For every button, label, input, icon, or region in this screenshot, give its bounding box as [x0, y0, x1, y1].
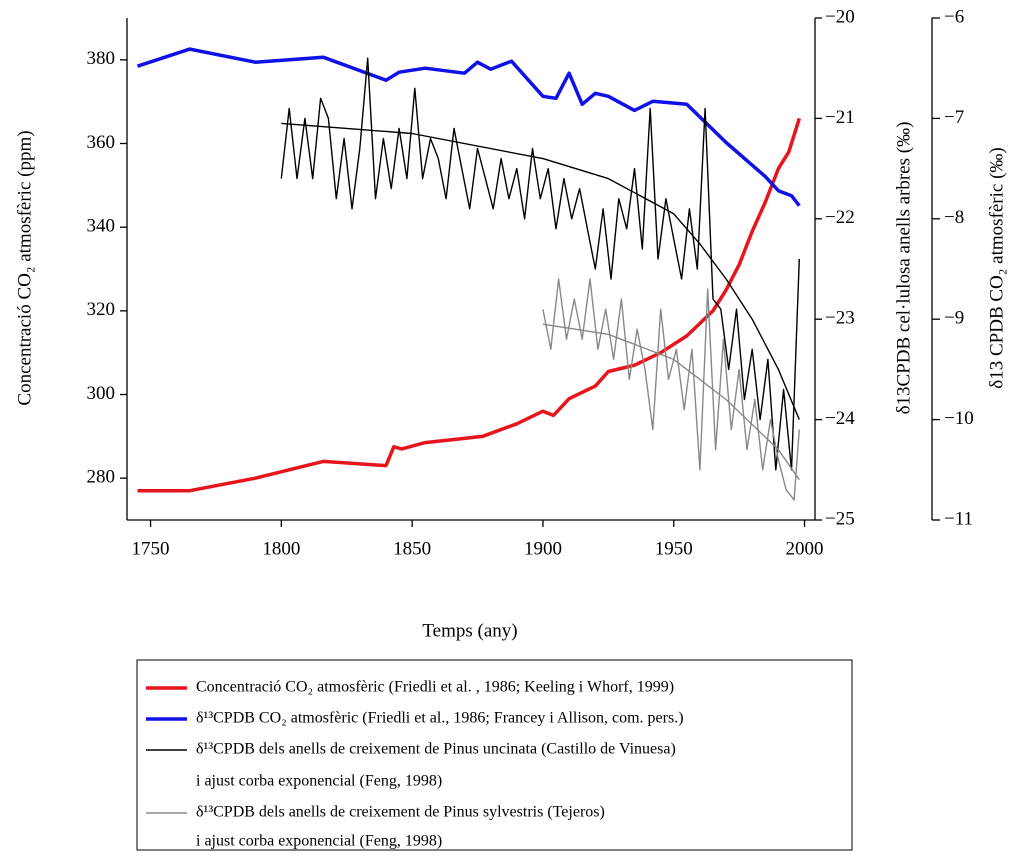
legend-label: δ¹³CPDB CO₂ atmosfèric (Friedli et al., …	[196, 710, 684, 727]
legend-label: δ¹³CPDB dels anells de creixement de Pin…	[196, 804, 605, 821]
series-line	[137, 117, 801, 493]
x-tick-label: 1900	[524, 538, 562, 559]
y2-tick-label: −20	[825, 6, 855, 27]
y-tick-label: 280	[87, 467, 116, 488]
y3-tick-label: −11	[944, 508, 973, 529]
y3-tick-label: −9	[944, 308, 964, 329]
y-tick-label: 380	[87, 48, 116, 69]
series-line	[280, 57, 800, 471]
x-tick-label: 1850	[393, 538, 431, 559]
x-tick-label: 1800	[262, 538, 300, 559]
legend-label: i ajust corba exponencial (Feng, 1998)	[196, 833, 442, 850]
y2-tick-label: −25	[825, 508, 855, 529]
x-tick-label: 1750	[132, 538, 170, 559]
y-tick-label: 360	[87, 132, 116, 153]
y-tick-label: 320	[87, 299, 116, 320]
series-line	[542, 323, 800, 481]
legend-label: i ajust corba exponencial (Feng, 1998)	[196, 773, 442, 790]
legend-label: δ¹³CPDB dels anells de creixement de Pin…	[196, 741, 676, 758]
y2-tick-label: −24	[825, 408, 855, 429]
legend-label: Concentració CO₂ atmosfèric (Friedli et …	[196, 679, 674, 696]
y3-tick-label: −8	[944, 207, 964, 228]
series-line	[281, 122, 800, 420]
y-tick-label: 300	[87, 383, 116, 404]
x-axis-title: Temps (any)	[422, 620, 517, 641]
series-line	[136, 47, 801, 207]
x-tick-label: 2000	[786, 538, 824, 559]
legend-box	[136, 659, 853, 851]
y2-tick-label: −22	[825, 207, 855, 228]
y3-tick-label: −10	[944, 408, 974, 429]
series-line	[542, 278, 800, 501]
y2-axis-title: δ13CPDB cel·lulosa anells arbres (‰)	[893, 122, 914, 415]
y3-tick-label: −7	[944, 107, 964, 128]
y3-tick-label: −6	[944, 6, 964, 27]
y2-tick-label: −23	[825, 308, 855, 329]
x-tick-label: 1950	[655, 538, 693, 559]
y-axis-title: Concentració CO₂ atmosfèric (ppm)	[14, 130, 35, 405]
y-tick-label: 340	[87, 216, 116, 237]
y2-tick-label: −21	[825, 107, 855, 128]
y3-axis-title: δ13 CPDB CO₂ atmosfèric (‰)	[986, 147, 1007, 388]
